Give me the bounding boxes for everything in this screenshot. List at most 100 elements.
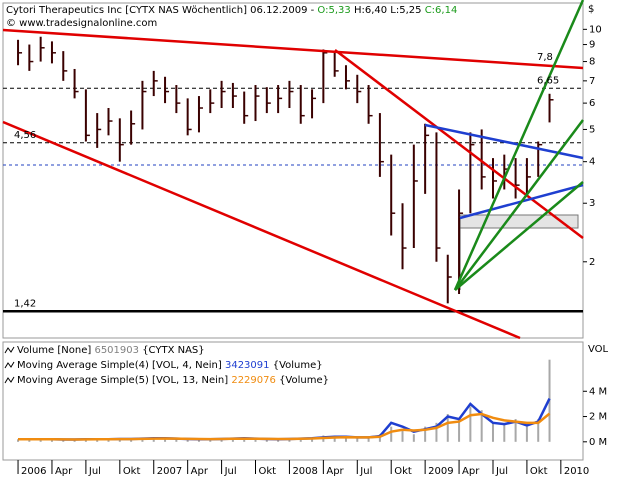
y-tick-label: 6 <box>589 98 595 109</box>
volume-bar <box>390 426 393 442</box>
volume-bar <box>277 439 280 442</box>
x-tick-label: 2007 <box>157 466 182 477</box>
y-tick-label: 4 M <box>589 386 607 397</box>
x-tick-label: Okt <box>530 466 548 477</box>
x-tick-label: 2008 <box>292 466 317 477</box>
y-tick-label: 7 <box>589 76 595 87</box>
level-label: 4,56 <box>14 130 36 141</box>
high-value: H:6,40 <box>354 5 387 16</box>
x-tick-label: 2010 <box>564 466 589 477</box>
volume-bar <box>311 438 314 442</box>
y-tick-label: 10 <box>589 24 602 35</box>
trendline <box>454 119 584 291</box>
x-tick-label: Apr <box>462 466 480 477</box>
legend-name: Volume [None] <box>17 345 91 356</box>
volume-bar <box>186 439 189 442</box>
volume-bar <box>344 438 347 442</box>
legend-value: 2229076 <box>231 375 276 386</box>
trendline <box>334 49 584 239</box>
price-panel <box>2 2 584 339</box>
volume-bar <box>96 439 99 442</box>
legend-suffix: {Volume} <box>273 360 323 371</box>
volume-bar <box>243 438 246 442</box>
legend-icon <box>4 376 15 384</box>
volume-bar <box>458 419 461 442</box>
volume-bar <box>197 439 200 442</box>
volume-bar <box>537 419 540 442</box>
x-tick-label: Apr <box>326 466 344 477</box>
volume-bar <box>265 439 268 442</box>
legend-suffix: {CYTX NAS} <box>142 345 204 356</box>
volume-bar <box>503 424 506 442</box>
y-tick-label: 5 <box>589 124 595 135</box>
trendline <box>453 0 585 291</box>
level-label: 1,42 <box>14 298 36 309</box>
volume-bar <box>107 439 110 442</box>
x-tick-label: Apr <box>191 466 209 477</box>
level-label: 7,8 <box>537 52 553 63</box>
volume-bar <box>62 439 65 442</box>
price-layer <box>3 36 583 313</box>
low-value: L:5,25 <box>390 5 421 16</box>
y-tick-label: 8 <box>589 57 595 68</box>
volume-bar <box>333 436 336 442</box>
volume-bar <box>130 439 133 442</box>
x-tick-label: Okt <box>394 466 412 477</box>
volume-bar <box>525 426 528 442</box>
chart-header: Cytori Therapeutics Inc [CYTX NAS Wöchen… <box>6 5 457 16</box>
title: Cytori Therapeutics Inc [CYTX NAS Wöchen… <box>6 5 315 16</box>
trendline <box>2 120 521 340</box>
legend-entry: Volume [None] 6501903 {CYTX NAS} <box>17 345 205 356</box>
x-tick-label: Okt <box>259 466 277 477</box>
x-tick-label: Okt <box>123 466 141 477</box>
volume-bar <box>367 436 370 442</box>
volume-bar <box>469 406 472 442</box>
x-tick-label: Jul <box>495 466 508 477</box>
volume-bar <box>17 439 20 442</box>
volume-bar <box>39 439 42 442</box>
volume-bar <box>73 439 76 442</box>
trend-layer <box>2 0 585 340</box>
volume-bar <box>356 438 359 442</box>
volume-bar <box>254 439 257 442</box>
volume-bar <box>28 439 31 442</box>
volume-bar <box>424 426 427 442</box>
legend-value: 3423091 <box>225 360 270 371</box>
volume-bar <box>152 438 155 442</box>
volume-bar <box>378 434 381 442</box>
y-tick-label: 9 <box>589 40 595 51</box>
legend-icon <box>4 346 15 354</box>
y-tick-label: 0 M <box>589 437 607 448</box>
y-axis-unit: VOL <box>588 344 609 355</box>
volume-bar <box>164 438 167 442</box>
volume-bar <box>446 414 449 442</box>
y-axis-unit: $ <box>588 4 594 15</box>
volume-bar <box>412 434 415 442</box>
volume-bar <box>480 410 483 442</box>
x-tick-label: Apr <box>55 466 73 477</box>
x-tick-label: 2006 <box>21 466 46 477</box>
x-tick-label: Jul <box>224 466 237 477</box>
volume-bar <box>50 439 53 442</box>
trendline <box>454 181 584 291</box>
legend-entry: Moving Average Simple(5) [VOL, 13, Nein]… <box>17 375 329 386</box>
volume-bar <box>209 439 212 442</box>
volume-bar <box>175 439 178 442</box>
x-tick-label: 2009 <box>428 466 453 477</box>
watermark: © www.tradesignalonline.com <box>6 18 157 29</box>
volume-bar <box>491 422 494 442</box>
y-tick-label: 2 <box>589 257 595 268</box>
level-label: 6,65 <box>537 75 559 86</box>
trendline <box>2 28 584 70</box>
legend-name: Moving Average Simple(5) [VOL, 13, Nein] <box>17 375 228 386</box>
close-value: C:6,14 <box>425 5 458 16</box>
volume-bar <box>514 419 517 442</box>
open-value: O:5,33 <box>317 5 350 16</box>
y-tick-label: 4 <box>589 157 595 168</box>
legend-icon <box>4 361 15 369</box>
y-tick-label: 3 <box>589 198 595 209</box>
moving-average-line <box>18 412 551 441</box>
legend-value: 6501903 <box>94 345 139 356</box>
volume-bar <box>401 429 404 442</box>
